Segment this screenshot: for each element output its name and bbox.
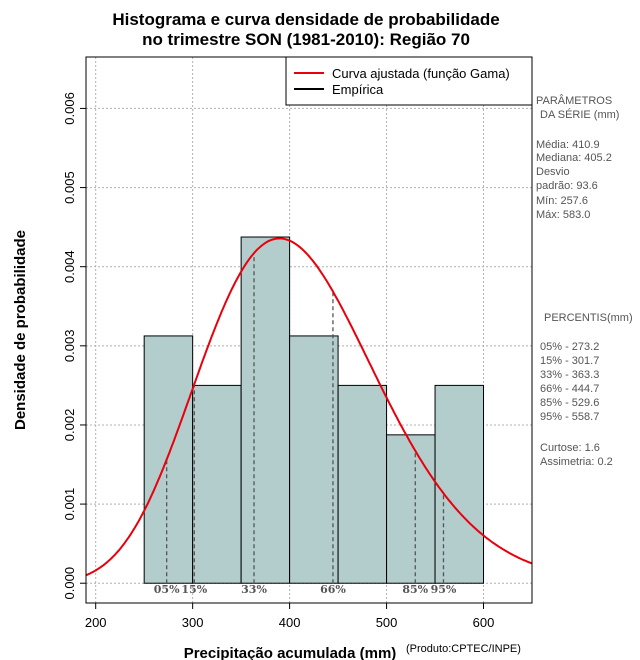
param-desvio-1: Desvio bbox=[536, 166, 570, 178]
x-tick-label: 400 bbox=[279, 615, 301, 630]
param-desvio-2: padrão: 93.6 bbox=[536, 180, 598, 192]
y-axis-ticks: 0.000 0.001 0.002 0.003 0.004 0.005 0.006 bbox=[62, 92, 86, 599]
percentile-label: 15% bbox=[181, 583, 207, 596]
y-tick-label: 0.005 bbox=[62, 171, 77, 204]
x-tick-label: 300 bbox=[182, 615, 204, 630]
percentile-lines bbox=[166, 253, 445, 584]
histogram-bar bbox=[192, 384, 242, 584]
percentile-label: 05% bbox=[154, 583, 180, 596]
fitted-gamma-curve bbox=[85, 237, 533, 577]
histogram-bar bbox=[434, 384, 485, 584]
x-axis-label: Precipitação acumulada (mm) bbox=[184, 645, 397, 660]
y-tick-label: 0.000 bbox=[62, 567, 77, 600]
legend-label-fitted: Curva ajustada (função Gama) bbox=[332, 66, 510, 81]
percentile-item: 05% - 273.2 bbox=[540, 341, 599, 353]
percentile-item: 33% - 363.3 bbox=[540, 369, 599, 381]
parameters-subheading: DA SÉRIE (mm) bbox=[540, 108, 619, 121]
percentile-label: 66% bbox=[320, 583, 346, 596]
percentile-item: 85% - 529.6 bbox=[540, 397, 599, 409]
y-tick-label: 0.004 bbox=[62, 250, 77, 283]
y-axis-label: Densidade de probabilidade bbox=[12, 230, 29, 430]
y-tick-label: 0.003 bbox=[62, 330, 77, 363]
percentile-label: 33% bbox=[241, 583, 267, 596]
chart-title-line-2: no trimestre SON (1981-2010): Região 70 bbox=[142, 30, 470, 49]
percentiles-heading: PERCENTIS(mm) bbox=[544, 312, 633, 324]
x-tick-label: 200 bbox=[85, 615, 107, 630]
parameters-heading: PARÂMETROS bbox=[536, 94, 612, 107]
param-media: Média: 410.9 bbox=[536, 139, 600, 151]
percentile-item: 15% - 301.7 bbox=[540, 355, 599, 367]
param-min: Mín: 257.6 bbox=[536, 195, 588, 207]
percentile-label: 85% bbox=[402, 583, 428, 596]
percentile-label: 95% bbox=[431, 583, 457, 596]
histogram-bar bbox=[289, 335, 339, 584]
param-mediana: Mediana: 405.2 bbox=[536, 152, 612, 164]
histogram-bars bbox=[143, 236, 485, 584]
series-parameters-panel: PARÂMETROS DA SÉRIE (mm) Média: 410.9 Me… bbox=[536, 94, 619, 221]
percentile-item: 95% - 558.7 bbox=[540, 411, 599, 423]
curtose-value: Curtose: 1.6 bbox=[540, 442, 600, 454]
y-tick-label: 0.001 bbox=[62, 488, 77, 521]
x-axis-ticks: 200 300 400 500 600 bbox=[85, 603, 495, 630]
percentiles-panel: PERCENTIS(mm) 05% - 273.2 15% - 301.7 33… bbox=[540, 312, 633, 468]
histogram-bar bbox=[337, 384, 388, 584]
param-max: Máx: 583.0 bbox=[536, 209, 590, 221]
legend: Curva ajustada (função Gama) Empírica bbox=[285, 56, 533, 106]
assimetria-value: Assimetria: 0.2 bbox=[540, 456, 613, 468]
legend-box bbox=[285, 56, 533, 106]
x-tick-label: 500 bbox=[376, 615, 398, 630]
y-tick-label: 0.002 bbox=[62, 409, 77, 442]
histogram-bar bbox=[143, 335, 194, 584]
histogram-bar bbox=[386, 434, 436, 584]
histogram-bar bbox=[240, 236, 291, 584]
fitted-curve-group bbox=[85, 237, 533, 577]
chart-title-line-1: Histograma e curva densidade de probabil… bbox=[112, 10, 499, 29]
x-tick-label: 600 bbox=[473, 615, 495, 630]
product-credit: (Produto:CPTEC/INPE) bbox=[406, 643, 521, 655]
legend-label-empirical: Empírica bbox=[332, 82, 384, 97]
percentile-item: 66% - 444.7 bbox=[540, 383, 599, 395]
percentile-labels: 05% 15% 33% 66% 85% 95% bbox=[154, 583, 457, 596]
y-tick-label: 0.006 bbox=[62, 92, 77, 125]
